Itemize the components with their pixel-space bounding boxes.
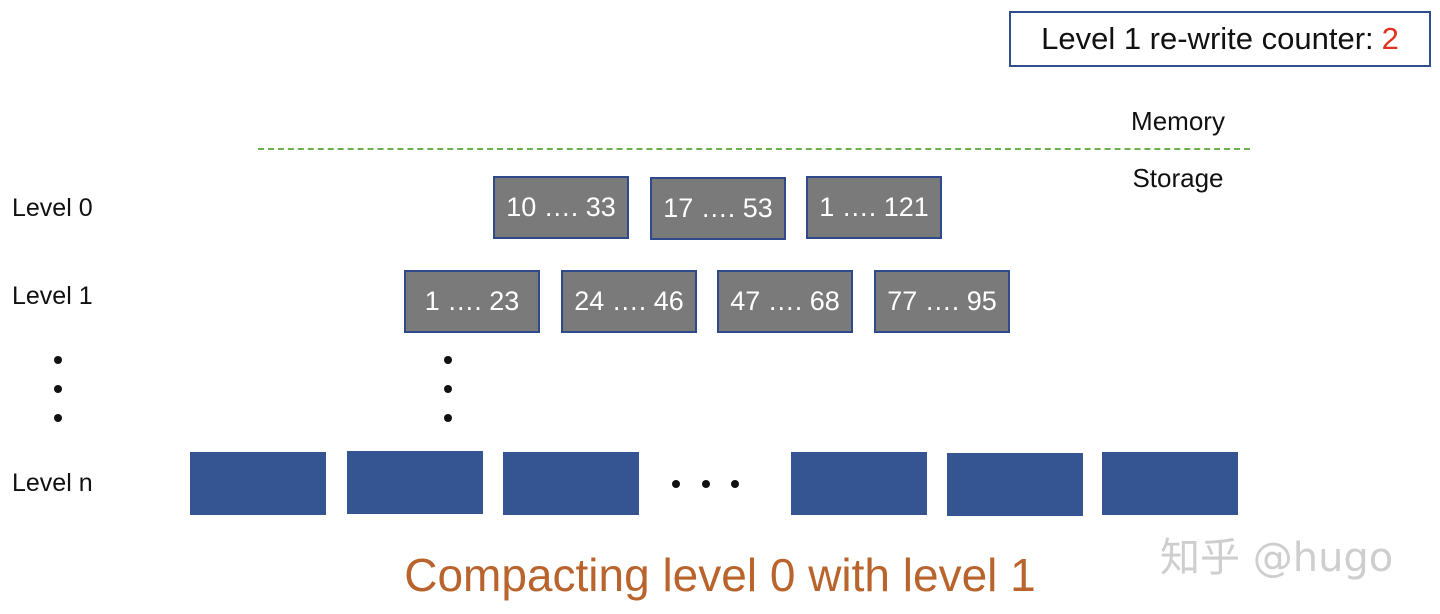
memory-label: Memory bbox=[1131, 106, 1225, 136]
vertical-ellipsis-dot bbox=[54, 414, 62, 422]
watermark: 知乎 @hugo bbox=[1160, 535, 1394, 581]
rewrite-counter-box: Level 1 re-write counter: 2 bbox=[1009, 11, 1431, 67]
level-0-sstable: 1 …. 121 bbox=[806, 176, 942, 239]
level-1-label: Level 1 bbox=[12, 282, 93, 310]
level-n-label: Level n bbox=[12, 469, 93, 497]
level-n-sstable-block bbox=[190, 452, 326, 515]
level-n-sstable-block bbox=[791, 452, 927, 515]
vertical-ellipsis-dot bbox=[54, 356, 62, 364]
diagram-caption: Compacting level 0 with level 1 bbox=[404, 549, 1036, 601]
level-0-label: Level 0 bbox=[12, 194, 93, 222]
level-1-sstable: 1 …. 23 bbox=[404, 270, 540, 333]
vertical-ellipsis-dot bbox=[444, 385, 452, 393]
level-0-sstable: 10 …. 33 bbox=[493, 176, 629, 239]
horizontal-ellipsis-dot bbox=[672, 480, 680, 488]
horizontal-ellipsis-dot bbox=[731, 480, 739, 488]
rewrite-counter-value: 2 bbox=[1381, 21, 1399, 56]
rewrite-counter-label: Level 1 re-write counter: bbox=[1041, 21, 1374, 56]
level-0-sstable: 17 …. 53 bbox=[650, 177, 786, 240]
vertical-ellipsis-dot bbox=[444, 414, 452, 422]
storage-label: Storage bbox=[1132, 163, 1224, 193]
level-n-sstable-block bbox=[347, 451, 483, 514]
vertical-ellipsis-dot bbox=[54, 385, 62, 393]
memory-storage-divider bbox=[258, 148, 1250, 150]
level-1-sstable: 24 …. 46 bbox=[561, 270, 697, 333]
horizontal-ellipsis-dot bbox=[702, 480, 710, 488]
level-n-sstable-block bbox=[1102, 452, 1238, 515]
level-1-sstable: 47 …. 68 bbox=[717, 270, 853, 333]
vertical-ellipsis-dot bbox=[444, 356, 452, 364]
level-n-sstable-block bbox=[947, 453, 1083, 516]
level-n-sstable-block bbox=[503, 452, 639, 515]
level-1-sstable: 77 …. 95 bbox=[874, 270, 1010, 333]
